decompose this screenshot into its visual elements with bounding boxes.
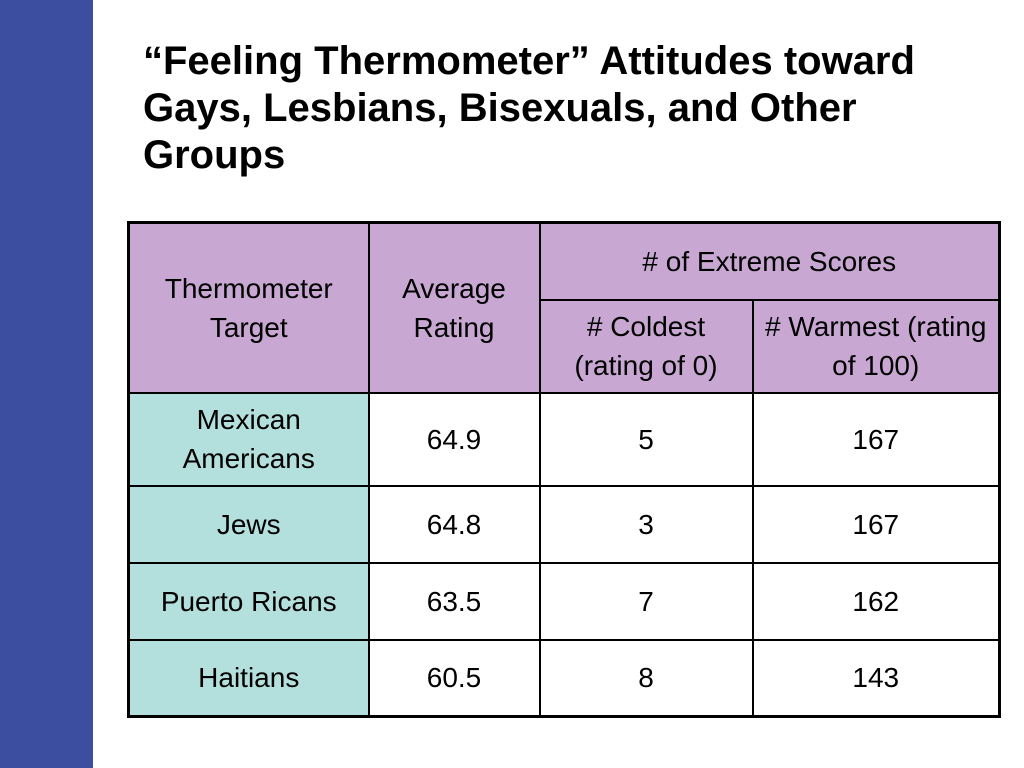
- table-row: Haitians 60.5 8 143: [127, 638, 1001, 718]
- table-row: Jews 64.8 3 167: [127, 484, 1001, 564]
- row-warmest: 167: [751, 391, 1001, 487]
- row-target: Haitians: [127, 638, 370, 718]
- left-accent-bar: [0, 0, 93, 768]
- header-coldest: # Coldest (rating of 0): [538, 298, 754, 394]
- row-average: 64.8: [367, 484, 541, 564]
- slide-title: “Feeling Thermometer” Attitudes toward G…: [143, 39, 915, 177]
- thermometer-table: Thermometer Target Average Rating # of E…: [127, 221, 1001, 718]
- row-coldest: 8: [538, 638, 754, 718]
- row-coldest: 3: [538, 484, 754, 564]
- row-target: Puerto Ricans: [127, 561, 370, 641]
- header-warmest: # Warmest (rating of 100): [751, 298, 1001, 394]
- table-row: Mexican Americans 64.9 5 167: [127, 391, 1001, 487]
- table-subheader-row: # Coldest (rating of 0) # Warmest (ratin…: [129, 298, 1001, 394]
- row-warmest: 162: [751, 561, 1001, 641]
- header-thermometer-target: Thermometer Target: [127, 221, 370, 394]
- table-row: Puerto Ricans 63.5 7 162: [127, 561, 1001, 641]
- table-header-row: Thermometer Target Average Rating # of E…: [127, 221, 1001, 394]
- row-coldest: 5: [538, 391, 754, 487]
- row-warmest: 143: [751, 638, 1001, 718]
- row-target: Mexican Americans: [127, 391, 370, 487]
- row-average: 64.9: [367, 391, 541, 487]
- row-warmest: 167: [751, 484, 1001, 564]
- row-average: 60.5: [367, 638, 541, 718]
- header-average-rating: Average Rating: [367, 221, 541, 394]
- row-target: Jews: [127, 484, 370, 564]
- header-extreme-scores: # of Extreme Scores: [538, 221, 1001, 301]
- row-average: 63.5: [367, 561, 541, 641]
- row-coldest: 7: [538, 561, 754, 641]
